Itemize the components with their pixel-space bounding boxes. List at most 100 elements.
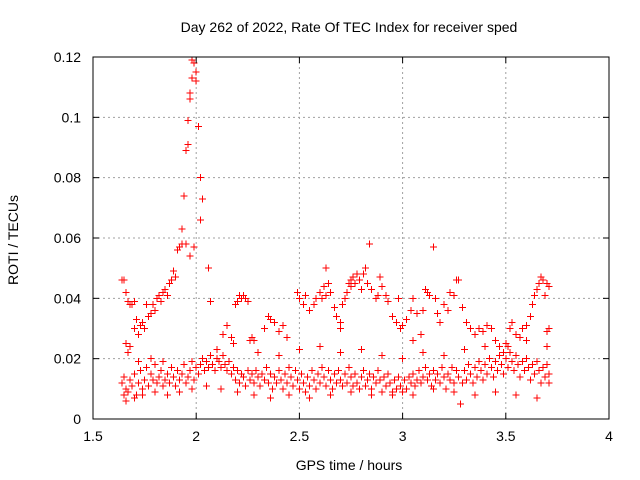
- data-point: [454, 373, 462, 381]
- data-point: [372, 379, 380, 387]
- data-point: [312, 385, 320, 393]
- data-point: [529, 361, 537, 369]
- data-point: [267, 370, 275, 378]
- data-point: [512, 331, 520, 339]
- data-point: [475, 358, 483, 366]
- data-point: [386, 379, 394, 387]
- data-point: [376, 376, 384, 384]
- data-point: [533, 358, 541, 366]
- data-point: [368, 391, 376, 399]
- data-point: [518, 325, 526, 332]
- data-point: [527, 376, 535, 384]
- data-point: [186, 367, 194, 375]
- data-point: [242, 382, 250, 390]
- data-point: [186, 89, 194, 97]
- data-point: [508, 318, 516, 326]
- data-point: [165, 379, 173, 387]
- data-point: [522, 337, 530, 345]
- data-point: [188, 74, 196, 82]
- data-point: [219, 352, 227, 360]
- data-point: [190, 59, 198, 67]
- data-point: [221, 361, 229, 369]
- data-point: [471, 391, 479, 399]
- y-tick-label: 0: [73, 411, 81, 427]
- data-point: [376, 273, 384, 281]
- data-point: [452, 367, 460, 375]
- data-point: [198, 355, 206, 363]
- data-point: [345, 364, 353, 372]
- data-point: [430, 367, 438, 375]
- data-point: [192, 77, 200, 85]
- data-point: [353, 270, 361, 278]
- data-point: [337, 325, 345, 332]
- data-point: [545, 379, 553, 387]
- data-point: [543, 343, 551, 351]
- data-point: [413, 309, 421, 317]
- data-point: [285, 391, 293, 399]
- data-point: [364, 376, 372, 384]
- data-point: [403, 315, 411, 323]
- data-point: [217, 364, 225, 372]
- points-layer: [118, 56, 553, 408]
- data-point: [531, 370, 539, 378]
- y-tick-label: 0.04: [54, 290, 81, 306]
- data-point: [347, 373, 355, 381]
- data-point: [382, 291, 390, 299]
- data-point: [494, 367, 502, 375]
- data-point: [477, 367, 485, 375]
- data-point: [411, 382, 419, 390]
- data-point: [355, 276, 363, 284]
- data-point: [419, 349, 427, 357]
- data-point: [139, 385, 147, 393]
- data-point: [279, 321, 287, 329]
- data-point: [184, 116, 192, 124]
- data-point: [285, 364, 293, 372]
- data-point: [250, 379, 258, 387]
- data-point: [502, 340, 510, 348]
- data-point: [267, 315, 275, 323]
- data-point: [178, 225, 186, 233]
- data-point: [394, 373, 402, 381]
- data-point: [520, 367, 528, 375]
- data-point: [374, 291, 382, 299]
- data-point: [271, 373, 279, 381]
- data-point: [388, 312, 396, 320]
- data-point: [417, 331, 425, 339]
- data-point: [324, 367, 332, 375]
- data-point: [262, 364, 270, 372]
- data-point: [223, 367, 231, 375]
- data-point: [134, 358, 142, 366]
- y-tick-label: 0.06: [54, 230, 81, 246]
- data-point: [330, 303, 338, 311]
- data-point: [440, 373, 448, 381]
- data-point: [399, 388, 407, 396]
- x-tick-label: 3.5: [496, 428, 516, 444]
- data-point: [469, 379, 477, 387]
- data-point: [300, 300, 308, 308]
- data-point: [281, 370, 289, 378]
- data-point: [527, 312, 535, 320]
- data-point: [269, 385, 277, 393]
- data-point: [120, 373, 128, 381]
- data-point: [461, 346, 469, 354]
- data-point: [421, 364, 429, 372]
- data-point: [287, 373, 295, 381]
- data-point: [139, 391, 147, 399]
- data-point: [318, 294, 326, 302]
- data-point: [126, 376, 134, 384]
- data-point: [188, 385, 196, 393]
- data-point: [260, 325, 268, 332]
- data-point: [436, 379, 444, 387]
- data-point: [167, 364, 175, 372]
- data-point: [432, 376, 440, 384]
- data-point: [277, 376, 285, 384]
- data-point: [450, 388, 458, 396]
- data-point: [479, 376, 487, 384]
- data-point: [491, 388, 499, 396]
- data-point: [370, 373, 378, 381]
- data-point: [522, 355, 530, 363]
- data-point: [289, 382, 297, 390]
- data-point: [409, 294, 417, 302]
- data-point: [215, 358, 223, 366]
- data-point: [364, 279, 372, 287]
